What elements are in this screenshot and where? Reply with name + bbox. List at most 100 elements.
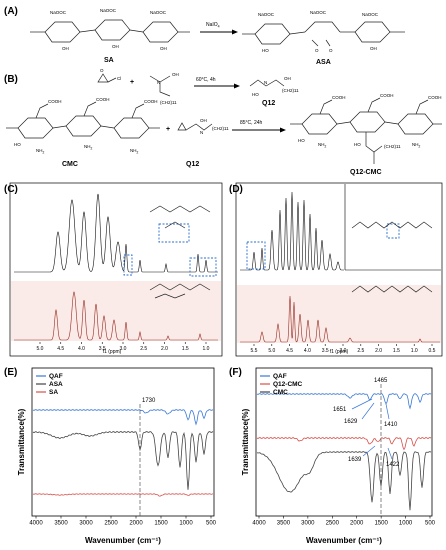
svg-text:N: N	[200, 130, 203, 135]
ir-e-asa	[32, 431, 214, 490]
ticksF-label: 3500	[277, 521, 291, 527]
ir-e-ticks: 4000 3500 3000 2500 2000 1500 1000 500	[29, 516, 217, 527]
svg-text:+: +	[130, 79, 134, 86]
nmr-d-inset-structures	[351, 221, 433, 293]
svg-text:(CH2)11: (CH2)11	[160, 100, 177, 105]
ticksC-label: 3.5	[99, 346, 106, 352]
svg-text:COOH: COOH	[96, 97, 110, 102]
ticksD-label: 2.0	[375, 348, 382, 354]
svg-text:Cl: Cl	[117, 76, 121, 81]
cmc-structure: COOH COOH COOH HO NH2 NH2 NH2	[6, 97, 160, 154]
sa-name: SA	[104, 57, 114, 64]
svg-text:OH: OH	[284, 76, 291, 81]
svg-text:ASA: ASA	[49, 381, 63, 388]
ticksD-label: 4.5	[286, 348, 293, 354]
q12-name: Q12	[262, 100, 275, 107]
panel-e: (E) 1730 QAF ASA SA 4000 3500 3000 2500 2000…	[4, 367, 217, 545]
svg-text:HO: HO	[14, 142, 21, 147]
panel-e-frame	[31, 367, 215, 517]
ticksE-label: 1500	[154, 521, 168, 527]
nmr-c-highlight-peak2	[189, 257, 217, 277]
ticksE-label: 3500	[54, 521, 68, 527]
q12-cmc-name: Q12-CMC	[350, 169, 382, 176]
svg-text:NaOOC: NaOOC	[100, 8, 117, 13]
ir-e-sa	[32, 493, 214, 497]
svg-text:OH: OH	[370, 46, 377, 51]
svg-text:NH2: NH2	[130, 148, 139, 154]
nmr-c-inset-structures	[149, 205, 211, 299]
svg-text:OH: OH	[200, 118, 207, 123]
q12-reactant-name: Q12	[186, 161, 199, 168]
ticksF-label: 1500	[374, 521, 388, 527]
ir-f-1422: 1422	[386, 462, 400, 468]
panel-f-frame	[255, 367, 433, 517]
nmr-c-xlabel: f1 (ppm)	[103, 349, 122, 355]
svg-text:(CH2)11: (CH2)11	[282, 88, 299, 93]
ticksD-label: 3.5	[322, 348, 329, 354]
ir-e-legend: QAF ASA SA	[36, 373, 63, 396]
nmr-d-highlight-peak	[246, 241, 266, 270]
ir-e-ylabel: Transmittance(%)	[17, 408, 26, 475]
svg-text:O: O	[329, 48, 333, 53]
panel-c-label: (C)	[4, 184, 18, 195]
ticksE-label: 4000	[29, 521, 43, 527]
ir-f-arrows	[351, 398, 393, 460]
ir-f-q12cmc	[256, 437, 432, 451]
ir-f-1465: 1465	[374, 378, 388, 384]
ticksF-label: 2000	[350, 521, 364, 527]
q12-reactant: OH (CH2)11 N	[177, 118, 229, 135]
svg-text:HO: HO	[354, 142, 361, 147]
svg-text:N: N	[157, 80, 160, 85]
ticksC-label: 4.5	[57, 346, 64, 352]
ticksD-label: 2.5	[357, 348, 364, 354]
nmr-d-lower-spectrum	[240, 295, 440, 343]
ticksC-label: 1.0	[203, 346, 210, 352]
panel-a-label: (A)	[4, 6, 18, 17]
svg-text:QAF: QAF	[49, 373, 63, 380]
panel-c-frame	[9, 182, 223, 357]
svg-text:NaOOC: NaOOC	[310, 10, 327, 15]
panel-f-label: (F)	[229, 367, 242, 378]
nmr-d-xlabel: f1 (ppm)	[330, 349, 349, 355]
svg-text:OH: OH	[112, 44, 119, 49]
svg-text:OH: OH	[172, 72, 179, 77]
svg-text:NH2: NH2	[36, 148, 45, 154]
panel-a: (A) NaOOC NaOOC NaOOC OH OH OH SA NaIO4	[4, 6, 405, 66]
svg-text:HO: HO	[262, 48, 269, 53]
ticksD-label: 1.0	[411, 348, 418, 354]
condition-60c: 60°C, 4h	[196, 77, 216, 83]
svg-text:NaOOC: NaOOC	[362, 12, 379, 17]
nmr-c-highlight-peak1	[123, 254, 133, 276]
svg-text:N: N	[264, 80, 267, 85]
panel-b-label: (B)	[4, 74, 18, 85]
svg-text:NaOOC: NaOOC	[150, 10, 167, 15]
ticksD-label: 0.5	[429, 348, 436, 354]
ticksF-label: 4000	[252, 521, 266, 527]
ticksE-label: 2000	[129, 521, 143, 527]
svg-text:CMC: CMC	[273, 389, 288, 396]
ticksF-label: 2500	[326, 521, 340, 527]
panel-c: (C) 5.0 4.5 4.0 3.5 3.0 2.5 2.0 1.5 1.0 f1 (ppm)	[4, 182, 223, 357]
svg-text:COOH: COOH	[380, 93, 394, 98]
svg-text:COOH: COOH	[48, 99, 62, 104]
nmr-d-upper-spectrum	[240, 191, 344, 271]
ticksE-label: 1000	[179, 521, 193, 527]
ticksF-label: 500	[425, 521, 436, 527]
panel-e-label: (E)	[4, 367, 17, 378]
nmr-d-highlight-inset	[386, 223, 400, 239]
ticksC-label: 2.0	[161, 346, 168, 352]
ir-e-xlabel: Wavenumber (cm⁻¹)	[85, 536, 161, 545]
svg-text:NaOOC: NaOOC	[258, 12, 275, 17]
svg-text:QAF: QAF	[273, 373, 287, 380]
ticksD-label: 1.5	[393, 348, 400, 354]
ir-f-ticks: 4000 3500 3000 2500 2000 1500 1000 500	[252, 516, 436, 527]
ir-f-1410: 1410	[384, 422, 398, 428]
svg-text:COOH: COOH	[428, 95, 442, 100]
reagent-naio4: NaIO4	[206, 22, 220, 29]
ir-f-ylabel: Transmittance(%)	[241, 408, 250, 475]
svg-text:+: +	[166, 126, 170, 133]
ir-f-legend: QAF Q12-CMC CMC	[260, 373, 303, 396]
nmr-c-lower-spectrum	[14, 291, 218, 341]
nmr-d-lower-shade	[237, 285, 441, 343]
